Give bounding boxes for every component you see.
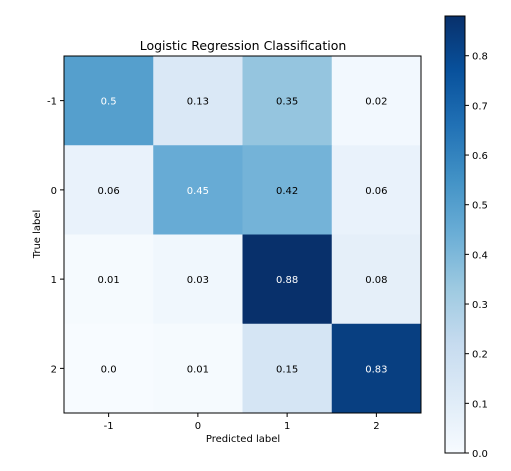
- heatmap-cell: [242, 234, 333, 325]
- y-tick-label: -1: [47, 97, 57, 108]
- heatmap-cell: [242, 56, 333, 146]
- heatmap-cell: [331, 145, 422, 235]
- colorbar-ticks: 0.0 0.1 0.2 0.3 0.4 0.5 0.6 0.7 0.8: [465, 52, 488, 460]
- heatmap-cell: [153, 323, 243, 414]
- heatmap-cell: [331, 323, 422, 414]
- heatmap-cell: [64, 56, 154, 146]
- heatmap-cell-label: 0.08: [365, 275, 387, 286]
- y-tick-label: 0: [51, 186, 57, 197]
- colorbar: [444, 15, 466, 454]
- heatmap-cell: [242, 323, 333, 414]
- heatmap-cell-label: 0.06: [365, 186, 387, 197]
- heatmap-cell: [64, 145, 154, 235]
- colorbar-tick-label: 0.3: [472, 300, 488, 311]
- colorbar-tick-label: 0.8: [472, 52, 488, 63]
- heatmap-cells: [64, 56, 422, 414]
- x-tick-label: 2: [373, 421, 379, 432]
- heatmap-cell-labels: 0.5 0.13 0.35 0.02 0.06 0.45 0.42 0.06 0.01 0.03 0…: [97, 97, 387, 376]
- x-tick-label: -1: [104, 421, 114, 432]
- heatmap-cell-label: 0.01: [187, 364, 209, 375]
- x-tick-label: 1: [284, 421, 290, 432]
- x-axis-label: Predicted label: [206, 434, 280, 445]
- heatmap-cell-label: 0.13: [187, 97, 209, 108]
- chart-title: Logistic Regression Classification: [140, 38, 347, 53]
- colorbar-tick-label: 0.0: [472, 449, 488, 460]
- y-tick-label: 2: [51, 364, 57, 375]
- y-tick-label: 1: [51, 275, 57, 286]
- heatmap-cell: [242, 145, 333, 235]
- colorbar-tick-label: 0.7: [472, 101, 488, 112]
- heatmap-cell: [64, 234, 154, 325]
- heatmap-cell: [153, 234, 243, 325]
- colorbar-tick-label: 0.1: [472, 399, 488, 410]
- heatmap-cell: [331, 234, 422, 325]
- heatmap-cell: [153, 145, 243, 235]
- heatmap-cell: [153, 56, 243, 146]
- y-axis-ticks: -1 0 1 2: [47, 97, 64, 375]
- y-axis-label: True label: [32, 210, 43, 260]
- colorbar-tick-label: 0.4: [472, 250, 488, 261]
- heatmap-cell-label: 0.03: [187, 275, 209, 286]
- heatmap-cell-label: 0.01: [97, 275, 119, 286]
- colorbar-tick-label: 0.6: [472, 151, 488, 162]
- heatmap-cell-label: 0.35: [276, 97, 298, 108]
- x-axis-ticks: -1 0 1 2: [104, 413, 380, 432]
- heatmap-cell-label: 0.83: [365, 364, 387, 375]
- heatmap-cell-label: 0.42: [276, 186, 298, 197]
- heatmap-cell-label: 0.45: [187, 186, 209, 197]
- heatmap-cell-label: 0.5: [101, 97, 117, 108]
- colorbar-tick-label: 0.2: [472, 350, 488, 361]
- heatmap-cell: [331, 56, 422, 146]
- heatmap-cell-label: 0.88: [276, 275, 298, 286]
- heatmap-cell-label: 0.06: [97, 186, 119, 197]
- heatmap-cell-label: 0.0: [101, 364, 117, 375]
- colorbar-tick-label: 0.5: [472, 201, 488, 212]
- plot-frame: [63, 55, 422, 414]
- heatmap-cell-label: 0.02: [365, 97, 387, 108]
- x-tick-label: 0: [195, 421, 201, 432]
- heatmap-cell-label: 0.15: [276, 364, 298, 375]
- heatmap-cell: [64, 323, 154, 414]
